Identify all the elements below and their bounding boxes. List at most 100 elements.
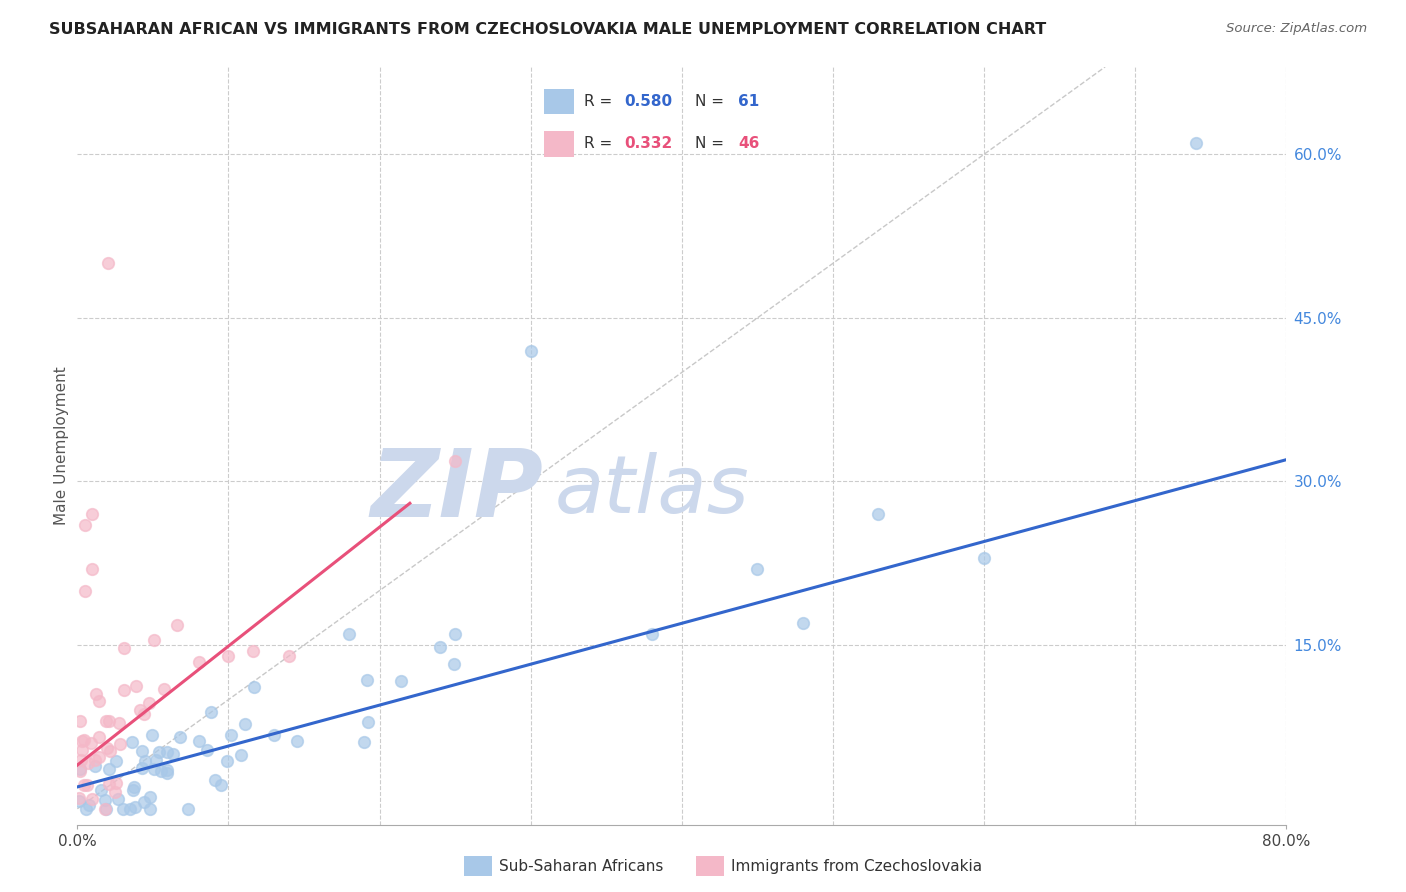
Point — [200, 705, 222, 719]
Point — [141, 728, 163, 742]
Point — [204, 773, 226, 788]
Point — [69, 764, 91, 779]
Point — [96, 802, 118, 816]
Point — [152, 681, 174, 696]
Point — [263, 728, 285, 742]
Text: 61: 61 — [738, 94, 759, 109]
Point — [73, 733, 96, 747]
Point — [145, 753, 167, 767]
Point — [77, 756, 100, 770]
Bar — [544, 89, 575, 114]
Point — [75, 802, 97, 816]
Point — [353, 734, 375, 748]
Point — [444, 627, 467, 641]
Point — [110, 737, 132, 751]
Point — [188, 734, 211, 748]
Text: R =: R = — [583, 136, 617, 152]
Point — [156, 763, 179, 777]
Point — [82, 562, 104, 576]
Point — [217, 649, 239, 664]
Point — [97, 714, 120, 728]
Point — [209, 778, 232, 792]
Point — [285, 734, 308, 748]
Point — [443, 657, 465, 672]
Point — [111, 802, 134, 816]
Point — [150, 764, 173, 779]
Text: Sub-Saharan Africans: Sub-Saharan Africans — [499, 859, 664, 873]
Point — [131, 743, 153, 757]
Point — [132, 795, 155, 809]
Point — [242, 644, 264, 658]
Point — [156, 765, 179, 780]
Point — [105, 776, 128, 790]
Point — [125, 679, 148, 693]
Point — [77, 797, 100, 812]
Point — [76, 778, 98, 792]
Point — [83, 758, 105, 772]
Point — [121, 734, 143, 748]
Point — [337, 627, 360, 641]
Text: N =: N = — [695, 94, 728, 109]
Point — [67, 790, 90, 805]
Point — [131, 761, 153, 775]
Point — [132, 707, 155, 722]
Point — [73, 778, 96, 792]
Bar — [544, 131, 575, 157]
Point — [122, 780, 145, 794]
Text: Source: ZipAtlas.com: Source: ZipAtlas.com — [1226, 22, 1367, 36]
Point — [868, 507, 890, 521]
Point — [67, 794, 90, 808]
Point — [177, 802, 200, 816]
Point — [389, 673, 412, 688]
Point — [98, 762, 121, 776]
Point — [112, 641, 135, 656]
Text: Immigrants from Czechoslovakia: Immigrants from Czechoslovakia — [731, 859, 983, 873]
Point — [83, 753, 105, 767]
Point — [72, 743, 94, 757]
Point — [80, 736, 103, 750]
Point — [142, 633, 165, 648]
Text: ZIP: ZIP — [370, 445, 543, 538]
Point — [128, 703, 150, 717]
Point — [215, 754, 238, 768]
Point — [357, 715, 380, 730]
Point — [148, 746, 170, 760]
Point — [108, 715, 131, 730]
Point — [84, 687, 107, 701]
Point — [356, 673, 378, 687]
Point — [87, 730, 110, 744]
Point — [98, 744, 121, 758]
Point — [195, 743, 218, 757]
Point — [107, 792, 129, 806]
Point — [520, 343, 543, 358]
Point — [94, 714, 117, 728]
Point — [96, 256, 118, 270]
Point — [70, 753, 93, 767]
Point — [69, 762, 91, 776]
Point — [187, 656, 209, 670]
Point — [82, 507, 104, 521]
Point — [104, 785, 127, 799]
Point — [229, 748, 252, 763]
Point — [134, 754, 156, 768]
Point — [278, 648, 301, 663]
Point — [973, 550, 995, 565]
Point — [93, 802, 115, 816]
Point — [139, 802, 162, 816]
Point — [69, 714, 91, 728]
Point — [124, 799, 146, 814]
Point — [169, 731, 191, 745]
Text: 0.580: 0.580 — [624, 94, 672, 109]
Text: atlas: atlas — [555, 452, 749, 531]
Y-axis label: Male Unemployment: Male Unemployment — [53, 367, 69, 525]
Point — [72, 734, 94, 748]
Text: SUBSAHARAN AFRICAN VS IMMIGRANTS FROM CZECHOSLOVAKIA MALE UNEMPLOYMENT CORRELATI: SUBSAHARAN AFRICAN VS IMMIGRANTS FROM CZ… — [49, 22, 1046, 37]
Point — [1184, 136, 1206, 151]
Point — [139, 790, 162, 805]
Text: R =: R = — [583, 94, 617, 109]
Point — [89, 694, 111, 708]
Point — [444, 453, 467, 467]
Point — [97, 777, 120, 791]
Point — [142, 763, 165, 777]
Point — [641, 627, 664, 641]
